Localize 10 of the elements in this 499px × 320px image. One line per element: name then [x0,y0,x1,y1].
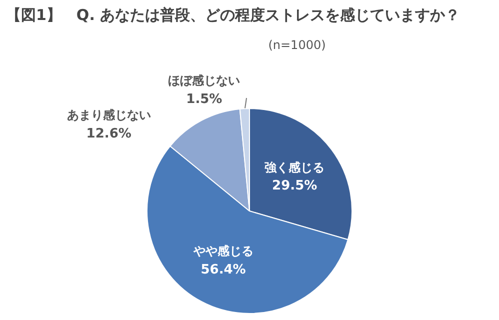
data-label: 29.5% [272,178,318,194]
chart-subtitle: (n=1000) [267,38,327,52]
chart-title: 【図1】 Q. あなたは普段、どの程度ストレスを感じていますか？ [6,6,460,25]
data-label: 1.5% [186,92,222,107]
slice-label: ほぼ感じない [168,74,240,88]
slice-label: あまり感じない [66,108,151,122]
slice-label: やや感じる [192,244,254,258]
data-label: 12.6% [86,126,132,142]
slice-label: 強く感じる [264,160,325,174]
data-label: 56.4% [200,262,246,278]
